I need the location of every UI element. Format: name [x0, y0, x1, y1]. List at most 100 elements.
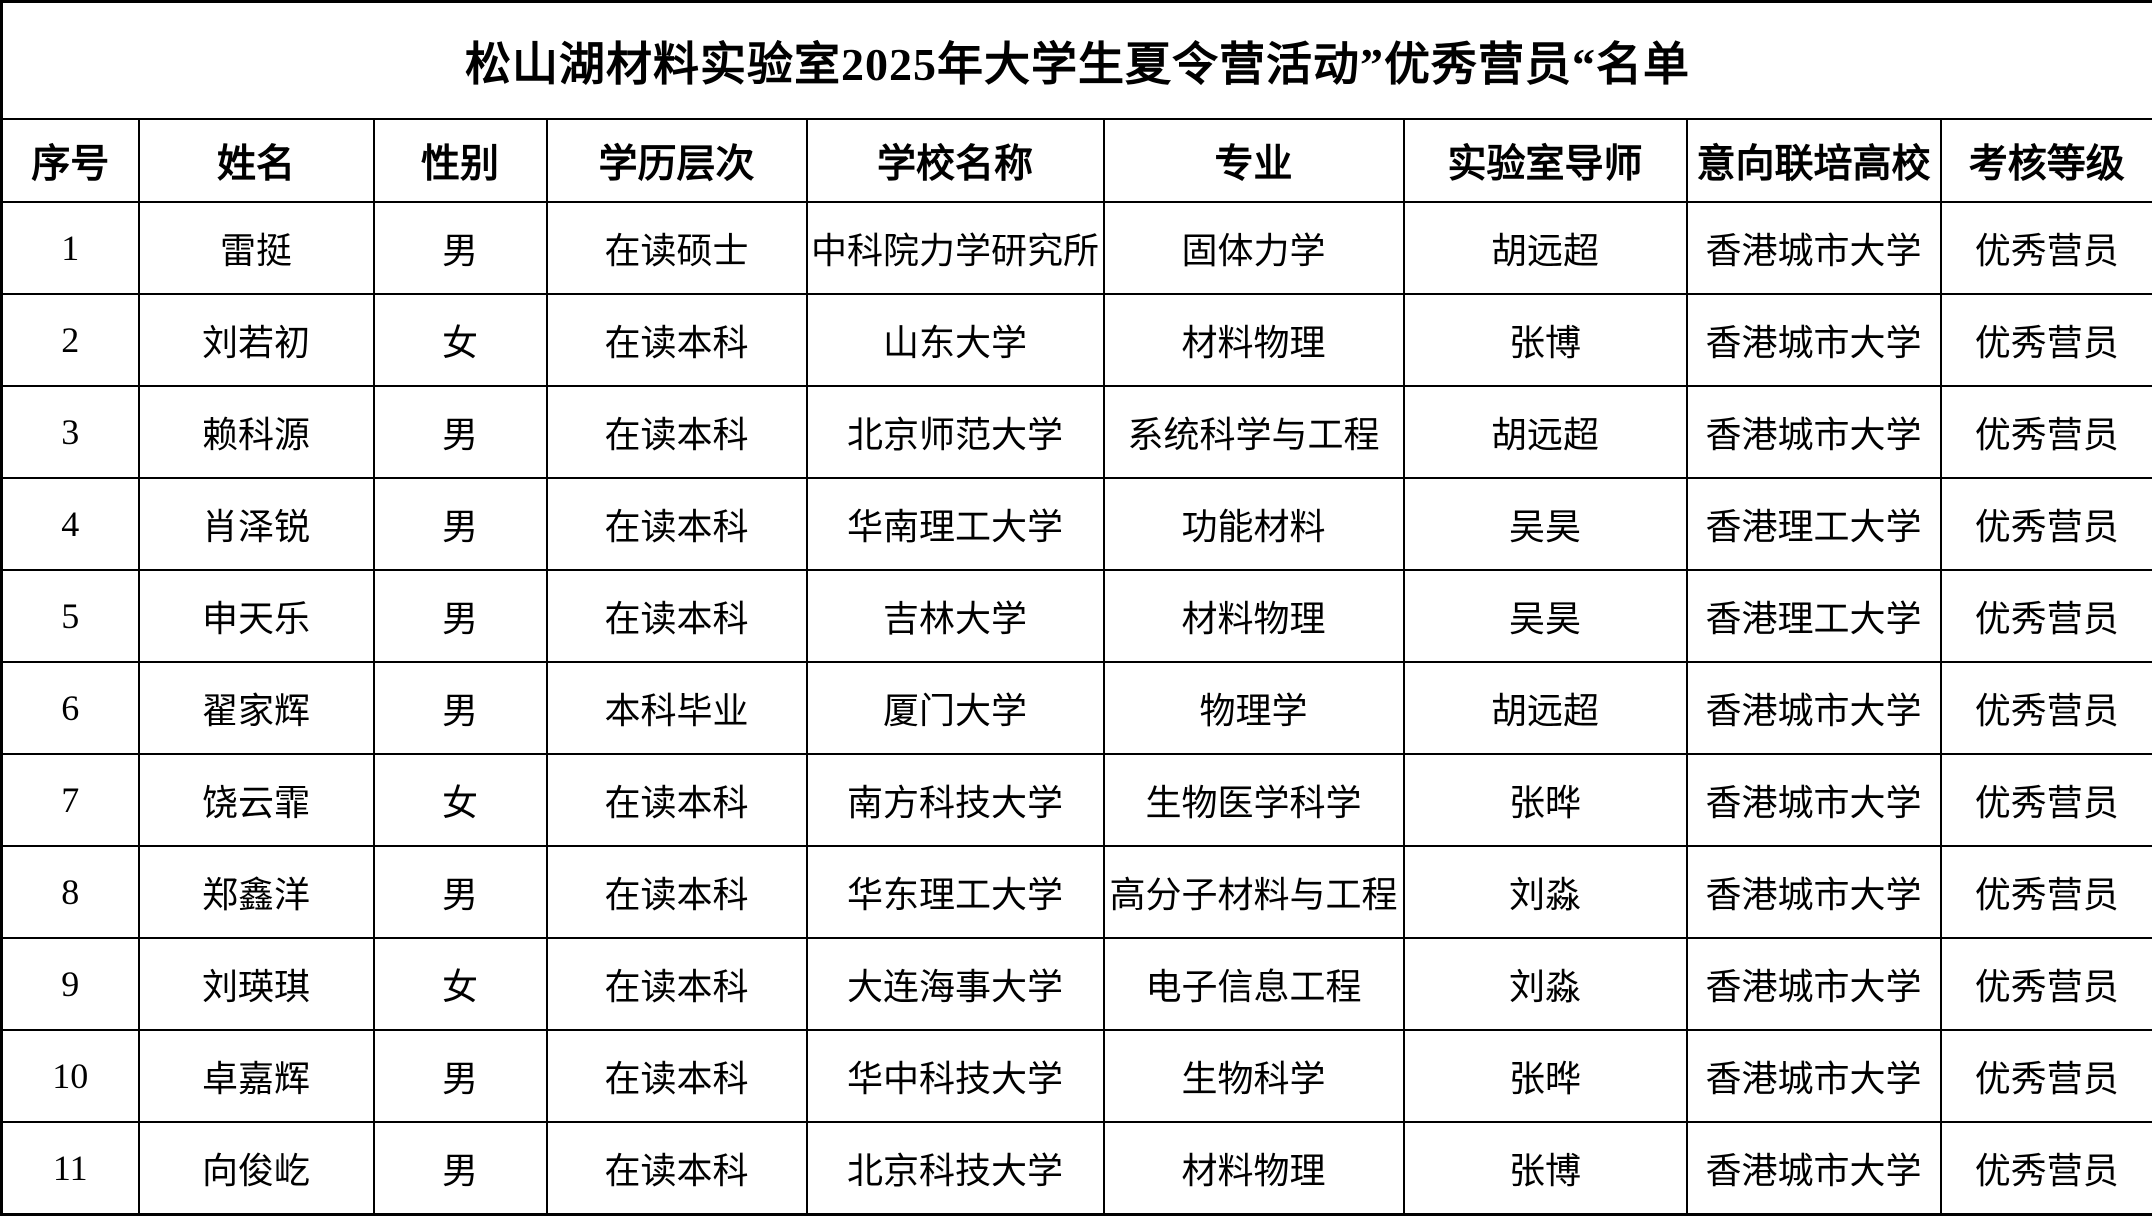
cell-education-level: 在读本科	[547, 754, 807, 846]
cell-index: 7	[2, 754, 139, 846]
cell-index: 6	[2, 662, 139, 754]
cell-name: 雷挺	[139, 202, 374, 294]
cell-intended-joint-university: 香港城市大学	[1687, 386, 1941, 478]
cell-name: 肖泽锐	[139, 478, 374, 570]
cell-lab-mentor: 胡远超	[1404, 662, 1687, 754]
cell-name: 卓嘉辉	[139, 1030, 374, 1122]
column-header-major: 专业	[1104, 119, 1404, 202]
cell-index: 9	[2, 938, 139, 1030]
cell-name: 向俊屹	[139, 1122, 374, 1215]
cell-index: 10	[2, 1030, 139, 1122]
cell-lab-mentor: 胡远超	[1404, 386, 1687, 478]
cell-index: 2	[2, 294, 139, 386]
cell-intended-joint-university: 香港城市大学	[1687, 662, 1941, 754]
column-header-row: 序号 姓名 性别 学历层次 学校名称 专业 实验室导师 意向联培高校 考核等级	[2, 119, 2152, 202]
cell-name: 刘若初	[139, 294, 374, 386]
cell-gender: 男	[374, 202, 547, 294]
cell-index: 4	[2, 478, 139, 570]
cell-major: 电子信息工程	[1104, 938, 1404, 1030]
cell-intended-joint-university: 香港城市大学	[1687, 202, 1941, 294]
cell-assessment-grade: 优秀营员	[1941, 570, 2152, 662]
cell-school-name: 华东理工大学	[807, 846, 1104, 938]
cell-major: 高分子材料与工程	[1104, 846, 1404, 938]
cell-major: 材料物理	[1104, 570, 1404, 662]
cell-education-level: 在读本科	[547, 294, 807, 386]
cell-gender: 男	[374, 846, 547, 938]
cell-lab-mentor: 张晔	[1404, 1030, 1687, 1122]
cell-education-level: 在读本科	[547, 570, 807, 662]
cell-intended-joint-university: 香港城市大学	[1687, 938, 1941, 1030]
cell-gender: 男	[374, 386, 547, 478]
cell-education-level: 在读本科	[547, 938, 807, 1030]
cell-education-level: 在读本科	[547, 386, 807, 478]
cell-education-level: 在读本科	[547, 846, 807, 938]
page-title: 松山湖材料实验室2025年大学生夏令营活动”优秀营员“名单	[2, 2, 2152, 120]
cell-school-name: 北京科技大学	[807, 1122, 1104, 1215]
cell-name: 翟家辉	[139, 662, 374, 754]
cell-lab-mentor: 刘淼	[1404, 938, 1687, 1030]
cell-intended-joint-university: 香港城市大学	[1687, 294, 1941, 386]
cell-major: 物理学	[1104, 662, 1404, 754]
cell-name: 刘瑛琪	[139, 938, 374, 1030]
cell-assessment-grade: 优秀营员	[1941, 386, 2152, 478]
cell-assessment-grade: 优秀营员	[1941, 1122, 2152, 1215]
cell-education-level: 本科毕业	[547, 662, 807, 754]
cell-gender: 男	[374, 1030, 547, 1122]
cell-assessment-grade: 优秀营员	[1941, 662, 2152, 754]
column-header-gender: 性别	[374, 119, 547, 202]
cell-school-name: 华南理工大学	[807, 478, 1104, 570]
cell-school-name: 北京师范大学	[807, 386, 1104, 478]
title-row: 松山湖材料实验室2025年大学生夏令营活动”优秀营员“名单	[2, 2, 2152, 120]
cell-education-level: 在读本科	[547, 1122, 807, 1215]
cell-major: 材料物理	[1104, 1122, 1404, 1215]
cell-gender: 男	[374, 570, 547, 662]
cell-lab-mentor: 张博	[1404, 1122, 1687, 1215]
cell-major: 材料物理	[1104, 294, 1404, 386]
cell-assessment-grade: 优秀营员	[1941, 1030, 2152, 1122]
cell-education-level: 在读本科	[547, 1030, 807, 1122]
cell-assessment-grade: 优秀营员	[1941, 202, 2152, 294]
column-header-lab-mentor: 实验室导师	[1404, 119, 1687, 202]
cell-index: 5	[2, 570, 139, 662]
cell-lab-mentor: 胡远超	[1404, 202, 1687, 294]
cell-gender: 女	[374, 754, 547, 846]
cell-gender: 男	[374, 478, 547, 570]
cell-school-name: 厦门大学	[807, 662, 1104, 754]
cell-school-name: 华中科技大学	[807, 1030, 1104, 1122]
cell-major: 系统科学与工程	[1104, 386, 1404, 478]
cell-name: 赖科源	[139, 386, 374, 478]
cell-school-name: 吉林大学	[807, 570, 1104, 662]
column-header-index: 序号	[2, 119, 139, 202]
cell-gender: 女	[374, 938, 547, 1030]
cell-education-level: 在读硕士	[547, 202, 807, 294]
cell-intended-joint-university: 香港理工大学	[1687, 570, 1941, 662]
cell-assessment-grade: 优秀营员	[1941, 294, 2152, 386]
cell-major: 功能材料	[1104, 478, 1404, 570]
cell-assessment-grade: 优秀营员	[1941, 938, 2152, 1030]
cell-name: 饶云霏	[139, 754, 374, 846]
cell-assessment-grade: 优秀营员	[1941, 478, 2152, 570]
column-header-intended-joint-university: 意向联培高校	[1687, 119, 1941, 202]
cell-assessment-grade: 优秀营员	[1941, 754, 2152, 846]
cell-intended-joint-university: 香港城市大学	[1687, 846, 1941, 938]
column-header-assessment-grade: 考核等级	[1941, 119, 2152, 202]
cell-major: 生物科学	[1104, 1030, 1404, 1122]
cell-gender: 女	[374, 294, 547, 386]
cell-intended-joint-university: 香港城市大学	[1687, 1122, 1941, 1215]
cell-education-level: 在读本科	[547, 478, 807, 570]
column-header-school-name: 学校名称	[807, 119, 1104, 202]
cell-school-name: 南方科技大学	[807, 754, 1104, 846]
cell-index: 8	[2, 846, 139, 938]
cell-index: 3	[2, 386, 139, 478]
cell-name: 郑鑫洋	[139, 846, 374, 938]
